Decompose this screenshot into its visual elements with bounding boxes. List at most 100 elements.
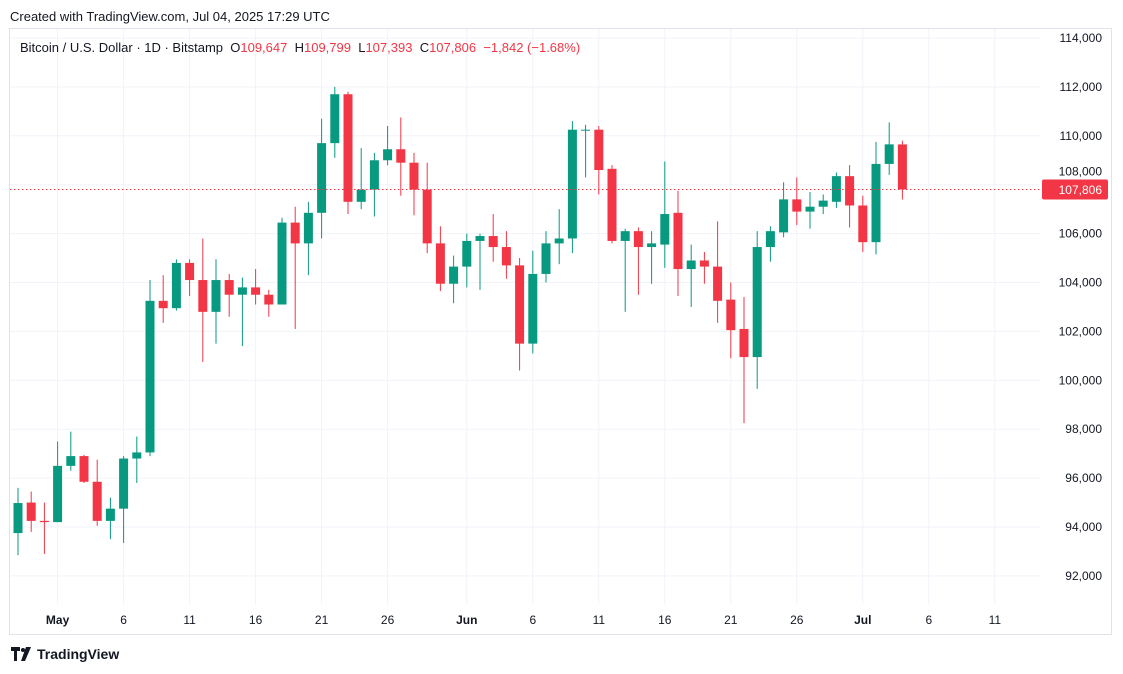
time-tick-label: 26 [790, 613, 804, 627]
candle-down [673, 190, 683, 296]
candle-down [158, 275, 168, 323]
candle-body [647, 243, 657, 248]
candle-down [290, 206, 300, 329]
tradingview-logo-icon [11, 647, 31, 661]
price-tick-label: 104,000 [1059, 276, 1103, 290]
candle-down [409, 152, 419, 216]
candle-up [66, 431, 76, 471]
candle-body [779, 199, 789, 233]
candle-down [739, 297, 749, 424]
candle-body [475, 236, 485, 241]
high-label: H [294, 40, 304, 55]
candle-up [105, 497, 115, 540]
candle-body [224, 280, 234, 295]
candle-body [39, 520, 49, 523]
time-tick-label: 21 [315, 613, 329, 627]
price-tick-label: 98,000 [1065, 422, 1102, 436]
low-label: L [358, 40, 366, 55]
candle-body [792, 199, 802, 212]
candle-down [264, 289, 274, 317]
candle-body [26, 502, 36, 521]
candle-down [792, 177, 802, 226]
candle-down [26, 491, 36, 532]
candle-body [528, 273, 538, 344]
candle-up [369, 152, 379, 217]
candle-body [264, 294, 274, 305]
candle-body [541, 243, 551, 274]
candle-down [396, 117, 406, 196]
candle-up [541, 231, 551, 283]
price-tick-label: 106,000 [1059, 227, 1103, 241]
time-tick-label: 6 [529, 613, 536, 627]
price-tick-label: 94,000 [1065, 520, 1102, 534]
price-tick-label: 114,000 [1060, 31, 1103, 45]
candle-up [475, 233, 485, 290]
candle-body [277, 222, 287, 305]
candle-body [501, 247, 511, 266]
candle-up [237, 277, 247, 347]
candle-up [620, 228, 630, 312]
low-value: 107,393 [365, 40, 413, 55]
candle-body [158, 300, 168, 309]
tradingview-logo[interactable]: TradingView [11, 646, 119, 662]
candle-body [369, 160, 379, 190]
candle-up [871, 141, 881, 255]
candle-body [633, 231, 643, 248]
close-value: 107,806 [429, 40, 477, 55]
candle-body [581, 129, 591, 131]
candle-down [594, 126, 604, 195]
open-label: O [230, 40, 241, 55]
high-value: 109,799 [303, 40, 351, 55]
candle-down [39, 502, 49, 554]
price-axis: 92,000 94,000 96,000 98,000 100,000 102,000 10… [1059, 31, 1103, 583]
candle-up [317, 118, 327, 239]
candle-down [845, 165, 855, 228]
candle-body [884, 144, 894, 164]
candle-down [488, 214, 498, 262]
time-tick-label: 16 [249, 613, 263, 627]
candle-body [198, 280, 208, 312]
candle-down [726, 282, 736, 359]
candle-down [713, 221, 723, 323]
candle-up [779, 182, 789, 238]
close-label: C [419, 40, 430, 55]
candle-body [660, 214, 670, 245]
candle-down [198, 238, 208, 362]
candle-body [396, 149, 406, 163]
time-tick-label: 16 [658, 613, 672, 627]
time-tick-label: 11 [593, 613, 606, 627]
time-tick-label: 11 [989, 613, 1002, 627]
candle-up [171, 259, 181, 311]
time-tick-label: 6 [925, 613, 932, 627]
candle-body [449, 266, 459, 284]
candle-down [79, 454, 89, 483]
candle-body [435, 243, 445, 284]
candle-body [488, 236, 498, 248]
candle-body [713, 266, 723, 301]
candle-up [554, 209, 564, 265]
candle-down [897, 140, 907, 200]
price-tick-label: 92,000 [1065, 569, 1102, 583]
candle-up [686, 244, 696, 307]
candle-down [185, 259, 195, 296]
candle-down [501, 231, 511, 279]
candles [13, 86, 907, 556]
symbol-legend: Bitcoin / U.S. Dollar · 1D · Bitstamp O1… [20, 40, 580, 55]
candle-body [92, 481, 102, 521]
candle-body [871, 163, 881, 243]
candle-body [515, 265, 525, 344]
candle-up [884, 122, 894, 175]
candle-down [343, 91, 353, 215]
candle-body [317, 143, 327, 213]
candle-up [581, 124, 591, 178]
time-tick-label: 26 [381, 613, 395, 627]
candle-body [66, 456, 76, 466]
candle-body [765, 231, 775, 248]
time-tick-label: 11 [183, 613, 196, 627]
candle-down [251, 269, 261, 305]
candle-body [462, 240, 472, 267]
candle-body [686, 260, 696, 270]
candle-body [211, 280, 221, 312]
candle-up [647, 231, 657, 284]
